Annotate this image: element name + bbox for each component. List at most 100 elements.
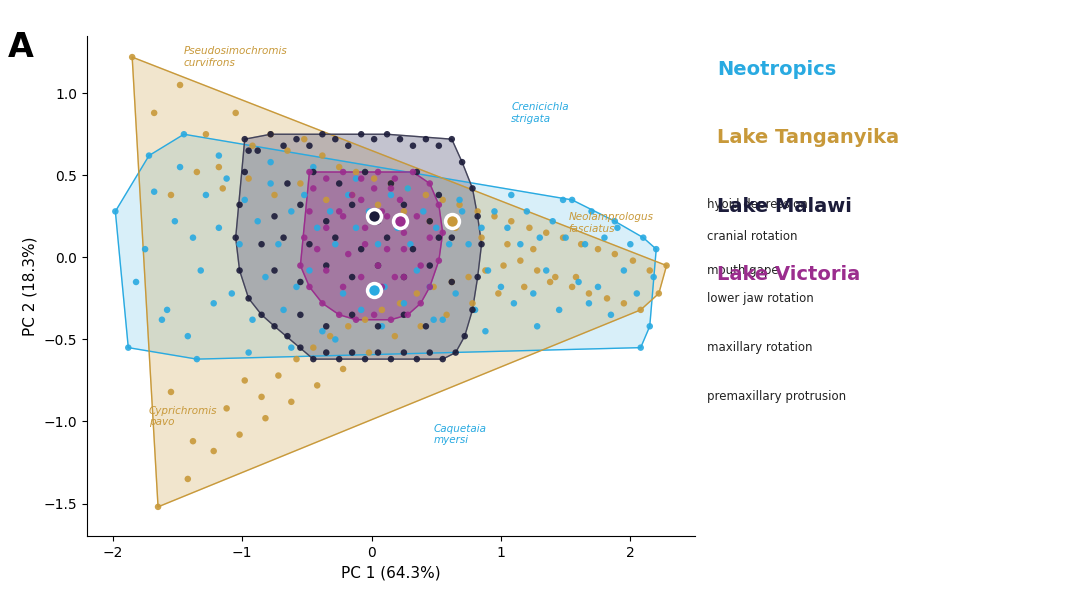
Point — [292, 310, 310, 319]
Point — [330, 179, 348, 188]
Point — [240, 146, 257, 156]
Point — [327, 233, 344, 243]
Point — [583, 207, 601, 216]
Point — [408, 288, 426, 298]
Point — [269, 371, 287, 380]
Point — [262, 129, 279, 139]
Point — [391, 216, 408, 226]
Point — [253, 392, 270, 402]
Point — [282, 343, 300, 352]
Point — [366, 310, 383, 319]
Point — [628, 288, 645, 298]
Point — [454, 207, 471, 216]
Point — [356, 315, 374, 324]
Point — [314, 129, 331, 139]
Point — [503, 216, 520, 226]
Point — [192, 266, 210, 275]
Text: Cyprichromis
pavo: Cyprichromis pavo — [149, 406, 217, 427]
Point — [231, 266, 249, 275]
Point — [395, 310, 413, 319]
Point — [288, 135, 305, 144]
Point — [327, 240, 344, 249]
Point — [356, 223, 374, 232]
Point — [308, 244, 326, 254]
Point — [430, 200, 447, 210]
Text: Crenicichla
strigata: Crenicichla strigata — [512, 102, 569, 124]
Point — [262, 129, 279, 139]
Point — [317, 261, 334, 271]
Point — [391, 299, 408, 308]
Polygon shape — [301, 172, 443, 319]
Point — [153, 315, 171, 324]
Point — [198, 190, 215, 200]
Point — [301, 141, 318, 151]
Point — [343, 200, 361, 210]
Point — [520, 223, 538, 232]
Point — [353, 129, 370, 139]
Point — [395, 299, 413, 308]
Text: Lake Malawi: Lake Malawi — [717, 197, 851, 216]
Point — [185, 233, 202, 243]
Point — [317, 195, 334, 204]
Point — [421, 179, 439, 188]
Point — [382, 184, 400, 193]
Point — [266, 266, 283, 275]
Point — [374, 305, 391, 315]
Point — [317, 348, 334, 358]
Polygon shape — [236, 134, 481, 359]
Point — [227, 108, 244, 117]
Point — [340, 141, 357, 151]
Point — [240, 174, 257, 184]
Point — [490, 288, 507, 298]
Point — [140, 151, 157, 160]
Point — [343, 190, 361, 200]
Point — [382, 355, 400, 364]
Point — [477, 327, 494, 336]
Point — [421, 282, 439, 291]
Point — [542, 277, 559, 287]
Point — [417, 190, 434, 200]
Point — [369, 348, 387, 358]
Point — [430, 141, 447, 151]
Text: cranial rotation: cranial rotation — [707, 229, 797, 243]
Point — [211, 151, 228, 160]
Point — [369, 240, 387, 249]
Point — [305, 167, 323, 177]
Point — [546, 272, 564, 282]
Point — [343, 190, 361, 200]
Point — [317, 174, 334, 184]
Point — [288, 282, 305, 291]
Point — [399, 184, 416, 193]
Point — [334, 288, 352, 298]
Point — [330, 355, 348, 364]
Text: Caquetaia
myersi: Caquetaia myersi — [433, 424, 487, 445]
Point — [348, 167, 365, 177]
Point — [554, 195, 571, 204]
Point — [525, 288, 542, 298]
Point — [146, 187, 163, 197]
Point — [557, 233, 574, 243]
Point — [172, 162, 189, 172]
Point — [353, 174, 370, 184]
Point — [421, 282, 439, 291]
Point — [185, 436, 202, 446]
Point — [244, 315, 262, 324]
Point — [340, 249, 357, 259]
Point — [378, 129, 395, 139]
Point — [205, 446, 223, 456]
Point — [106, 207, 124, 216]
Point — [366, 174, 383, 184]
Point — [301, 240, 318, 249]
Point — [606, 216, 623, 226]
Point — [399, 310, 416, 319]
Point — [159, 305, 176, 315]
Point — [632, 343, 649, 352]
Text: Lake Tanganyika: Lake Tanganyika — [717, 128, 899, 147]
Point — [632, 305, 649, 315]
Point — [408, 212, 426, 221]
Point — [399, 184, 416, 193]
Point — [430, 190, 447, 200]
Point — [279, 179, 296, 188]
Point — [572, 240, 590, 249]
Point — [658, 261, 675, 271]
